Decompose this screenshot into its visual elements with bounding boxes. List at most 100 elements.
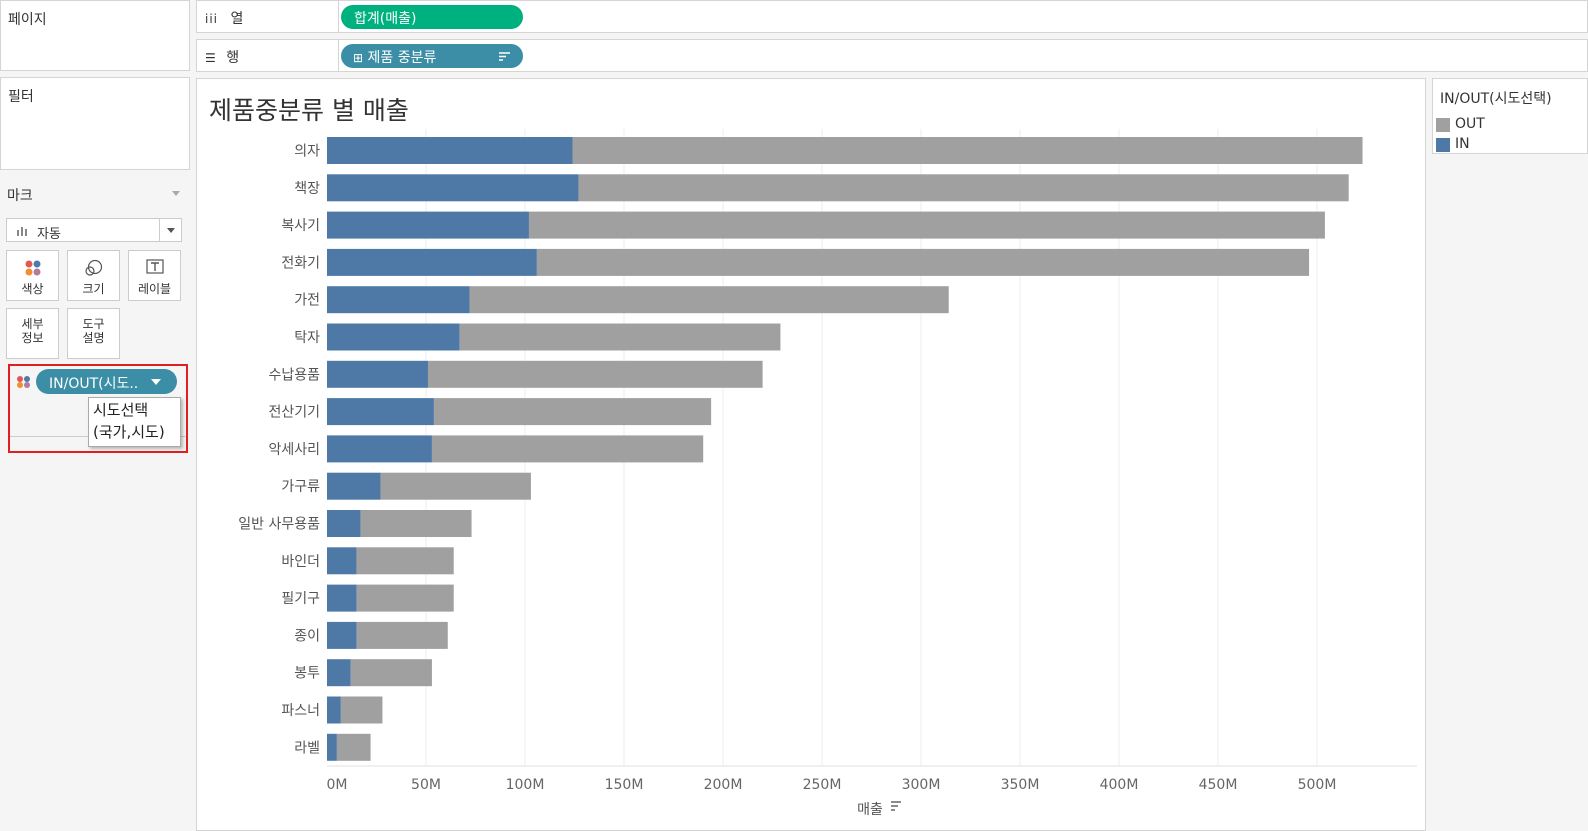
columns-shelf[interactable]: iii 열 합계(매출) bbox=[196, 0, 1588, 33]
bar-out[interactable] bbox=[528, 211, 1325, 239]
marks-title: 마크 bbox=[7, 188, 33, 204]
color-legend[interactable]: IN/OUT(시도선택) OUT IN bbox=[1432, 78, 1588, 154]
filters-card[interactable]: 필터 bbox=[0, 77, 190, 170]
x-axis-title: 매출 bbox=[857, 802, 883, 818]
shelf-separator bbox=[338, 1, 339, 32]
bar-out[interactable] bbox=[578, 174, 1349, 202]
bar-out[interactable] bbox=[350, 659, 432, 687]
bar-out[interactable] bbox=[356, 584, 454, 612]
x-tick-label: 200M bbox=[704, 777, 743, 793]
category-label: 파스너 bbox=[281, 703, 320, 719]
bar-in[interactable] bbox=[327, 584, 357, 612]
filters-title: 필터 bbox=[8, 89, 34, 105]
rows-shelf-label: ☰ 행 bbox=[205, 50, 240, 66]
category-label: 탁자 bbox=[294, 330, 320, 346]
bar-in[interactable] bbox=[327, 621, 357, 649]
marks-menu-caret-icon[interactable] bbox=[172, 191, 180, 196]
x-tick-label: 50M bbox=[411, 777, 441, 793]
bar-in[interactable] bbox=[327, 510, 361, 537]
x-tick-label: 100M bbox=[506, 777, 545, 793]
tooltip-button[interactable]: 도구 설명 bbox=[67, 308, 120, 359]
bar-in[interactable] bbox=[327, 286, 470, 314]
bar-in[interactable] bbox=[327, 435, 432, 463]
chart-view: 제품중분류 별 매출 의자 책장 복사기 전화기 가전 탁자 수납용품 전산기기 악세사리 가구류… bbox=[196, 78, 1426, 831]
detail-button[interactable]: 세부 정보 bbox=[6, 308, 59, 359]
legend-label-out: OUT bbox=[1455, 116, 1485, 132]
x-tick-label: 150M bbox=[605, 777, 644, 793]
pages-title: 페이지 bbox=[8, 12, 47, 28]
category-label: 봉투 bbox=[294, 666, 320, 682]
tooltip-label: 도구 설명 bbox=[82, 317, 105, 345]
bar-in[interactable] bbox=[327, 659, 351, 687]
bar-in[interactable] bbox=[327, 360, 428, 388]
category-label: 책장 bbox=[294, 181, 320, 197]
rows-icon: ☰ bbox=[205, 51, 216, 65]
sort-descending-icon[interactable] bbox=[499, 52, 510, 61]
bar-out[interactable] bbox=[380, 472, 531, 500]
bar-out[interactable] bbox=[340, 696, 383, 724]
bar-out[interactable] bbox=[469, 286, 949, 314]
legend-label-in: IN bbox=[1455, 136, 1470, 152]
color-label: 색상 bbox=[21, 282, 44, 296]
axis-sort-icon[interactable] bbox=[891, 801, 901, 811]
size-button[interactable]: 크기 bbox=[67, 250, 120, 301]
category-label: 가전 bbox=[294, 293, 320, 309]
category-label: 복사기 bbox=[281, 218, 320, 234]
bar-in[interactable] bbox=[327, 323, 460, 351]
bar-in[interactable] bbox=[327, 211, 529, 239]
marks-card: 마크 자동 색상 크기 bbox=[0, 177, 190, 831]
bar-out[interactable] bbox=[431, 435, 704, 463]
category-label: 가구류 bbox=[281, 479, 320, 495]
expand-icon: ⊞ bbox=[353, 51, 364, 65]
category-label: 필기구 bbox=[281, 591, 320, 607]
bar-in[interactable] bbox=[327, 248, 537, 276]
color-encoding-icon bbox=[17, 376, 30, 388]
bar-out[interactable] bbox=[536, 248, 1310, 276]
bar-out[interactable] bbox=[459, 323, 781, 351]
tooltip-line-2: (국가,시도) bbox=[93, 423, 165, 441]
bar-out[interactable] bbox=[427, 360, 763, 388]
rows-dimension-pill[interactable]: ⊞ 제품 중분류 bbox=[341, 44, 523, 68]
bar-in[interactable] bbox=[327, 398, 434, 426]
bar-in[interactable] bbox=[327, 472, 381, 500]
pill-dropdown-caret-icon[interactable] bbox=[151, 379, 161, 385]
category-label: 악세사리 bbox=[268, 442, 320, 458]
bar-in[interactable] bbox=[327, 547, 357, 575]
rows-shelf[interactable]: ☰ 행 ⊞ 제품 중분류 bbox=[196, 39, 1588, 72]
category-label: 일반 사무용품 bbox=[238, 517, 320, 533]
bar-in[interactable] bbox=[327, 733, 337, 761]
category-label: 바인더 bbox=[281, 554, 320, 570]
bar-in[interactable] bbox=[327, 174, 579, 202]
color-field-pill[interactable]: IN/OUT(시도.. bbox=[36, 369, 177, 394]
x-tick-label: 450M bbox=[1199, 777, 1238, 793]
text-label-icon bbox=[145, 259, 164, 274]
x-tick-label: 350M bbox=[1001, 777, 1040, 793]
pages-card[interactable]: 페이지 bbox=[0, 0, 190, 71]
field-tooltip: 시도선택 (국가,시도) bbox=[88, 397, 181, 447]
label-button[interactable]: 레이블 bbox=[128, 250, 181, 301]
bar-in[interactable] bbox=[327, 696, 341, 724]
bar-out[interactable] bbox=[356, 547, 454, 575]
chevron-down-icon[interactable] bbox=[159, 219, 181, 241]
color-dots-icon bbox=[25, 260, 40, 276]
bar-out[interactable] bbox=[356, 621, 448, 649]
legend-swatch-in bbox=[1436, 138, 1450, 152]
color-button[interactable]: 색상 bbox=[6, 250, 59, 301]
bar-out[interactable] bbox=[360, 510, 472, 537]
highlight-box bbox=[8, 364, 188, 453]
columns-measure-pill[interactable]: 합계(매출) bbox=[341, 5, 523, 29]
label-label: 레이블 bbox=[137, 282, 172, 296]
x-tick-label: 300M bbox=[902, 777, 941, 793]
category-label: 전산기기 bbox=[268, 405, 320, 421]
category-label: 수납용품 bbox=[268, 367, 320, 383]
bar-out[interactable] bbox=[572, 137, 1363, 164]
bar-out[interactable] bbox=[433, 398, 712, 426]
size-circles-icon bbox=[84, 259, 102, 276]
x-tick-label: 500M bbox=[1298, 777, 1337, 793]
bar-in[interactable] bbox=[327, 137, 573, 164]
columns-icon: iii bbox=[205, 12, 219, 26]
bar-out[interactable] bbox=[336, 733, 371, 761]
mark-type-dropdown[interactable]: 자동 bbox=[6, 218, 182, 242]
